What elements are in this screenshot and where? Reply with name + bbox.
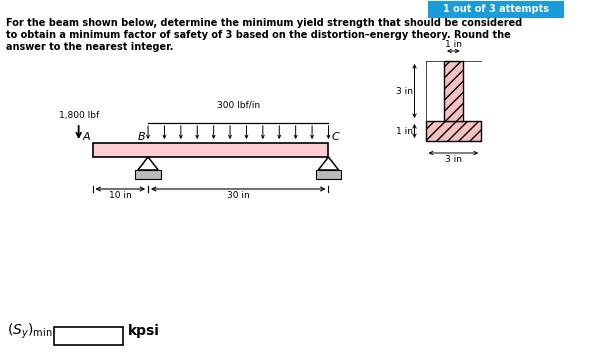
Text: 1,800 lbf: 1,800 lbf: [58, 111, 99, 120]
Bar: [428, 1, 565, 18]
Bar: [54, 327, 123, 345]
Text: to obtain a minimum factor of safety of 3 based on the distortion–energy theory.: to obtain a minimum factor of safety of …: [6, 30, 510, 40]
Text: 300 lbf/in: 300 lbf/in: [216, 100, 260, 109]
Bar: [444, 61, 463, 121]
Text: kpsi: kpsi: [128, 324, 159, 338]
Bar: [93, 143, 329, 157]
Text: 30 in: 30 in: [227, 191, 249, 200]
Text: 3 in: 3 in: [445, 155, 462, 164]
Text: 1 out of 3 attempts: 1 out of 3 attempts: [443, 4, 549, 14]
Text: B: B: [138, 132, 145, 142]
Text: A: A: [82, 132, 89, 142]
Text: C: C: [331, 132, 339, 142]
Bar: [316, 170, 341, 179]
Text: 10 in: 10 in: [109, 191, 132, 200]
Text: 3 in: 3 in: [395, 87, 413, 96]
Text: answer to the nearest integer.: answer to the nearest integer.: [6, 42, 173, 52]
Text: For the beam shown below, determine the minimum yield strength that should be co: For the beam shown below, determine the …: [6, 18, 522, 28]
Bar: [135, 170, 161, 179]
Bar: [425, 121, 481, 141]
Text: 1 in: 1 in: [395, 126, 413, 135]
Text: 1 in: 1 in: [445, 40, 462, 49]
Text: $(S_y)_{\rm min}=$: $(S_y)_{\rm min}=$: [7, 321, 67, 341]
